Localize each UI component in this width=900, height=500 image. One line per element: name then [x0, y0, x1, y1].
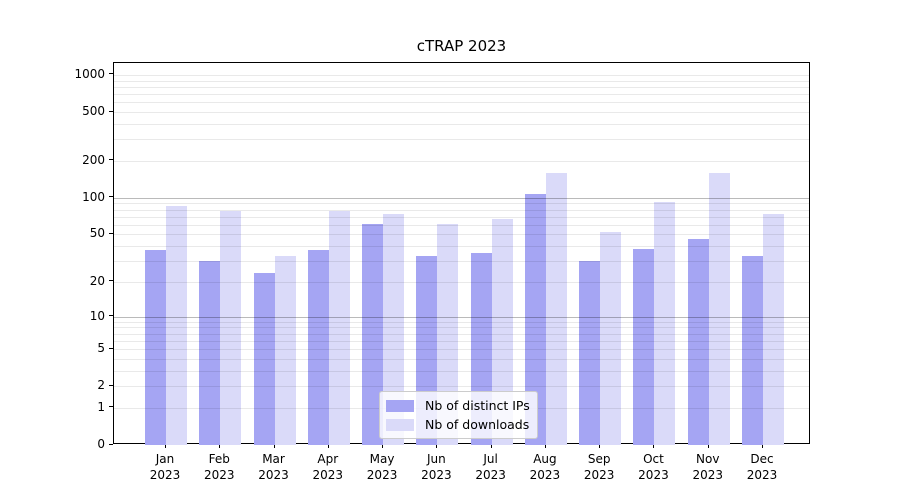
x-tick-label-jan: Jan 2023	[149, 452, 181, 482]
bar-distinct-ips-may	[362, 223, 384, 445]
bar-distinct-ips-sep	[579, 261, 601, 445]
gridline-500	[114, 112, 809, 114]
gridline-700	[114, 94, 809, 96]
y-tick-label-50: 50	[89, 226, 105, 241]
bar-distinct-ips-oct	[633, 248, 655, 445]
legend-swatch-distinct-ips	[386, 399, 414, 412]
bar-downloads-jun	[437, 223, 459, 445]
y-tick-mark-1	[109, 406, 113, 408]
y-tick-label-1000: 1000	[74, 66, 105, 81]
plot-area	[113, 62, 810, 445]
y-tick-mark-20	[109, 280, 113, 282]
chart-title: cTRAP 2023	[416, 37, 507, 55]
x-tick-mark-jun	[436, 444, 438, 448]
x-tick-label-nov: Nov 2023	[692, 452, 723, 482]
gridline-100	[114, 197, 809, 199]
gridline-50	[114, 234, 809, 236]
gridline-60	[114, 224, 809, 226]
bar-distinct-ips-nov	[687, 238, 709, 445]
y-tick-mark-500	[109, 110, 113, 112]
bar-distinct-ips-jan	[145, 250, 166, 445]
bar-distinct-ips-dec	[742, 256, 763, 445]
bar-downloads-sep	[600, 232, 622, 445]
x-tick-mark-dec	[762, 444, 763, 448]
y-tick-mark-0	[109, 443, 113, 445]
bar-distinct-ips-aug	[524, 194, 546, 445]
y-tick-label-200: 200	[82, 152, 105, 167]
x-tick-label-may: May 2023	[366, 452, 398, 482]
bar-downloads-mar	[274, 256, 296, 445]
y-tick-mark-1000	[109, 73, 113, 75]
x-tick-mark-feb	[219, 444, 221, 448]
bar-downloads-jan	[166, 206, 187, 445]
x-tick-label-sep: Sep 2023	[583, 452, 615, 482]
x-tick-label-apr: Apr 2023	[312, 452, 344, 482]
x-tick-label-mar: Mar 2023	[258, 452, 289, 482]
gridline-90	[114, 203, 809, 205]
legend-item-downloads: Nb of downloads	[386, 417, 530, 432]
bar-downloads-feb	[220, 210, 242, 445]
y-tick-mark-50	[109, 232, 113, 234]
x-tick-label-oct: Oct 2023	[638, 452, 669, 482]
y-tick-label-1: 1	[97, 399, 105, 414]
x-tick-label-feb: Feb 2023	[203, 452, 235, 482]
x-tick-mark-oct	[653, 444, 655, 448]
bar-downloads-may	[383, 214, 405, 445]
x-tick-mark-nov	[707, 444, 709, 448]
y-tick-label-20: 20	[89, 273, 105, 288]
y-tick-mark-2	[109, 384, 113, 386]
y-tick-label-2: 2	[97, 378, 105, 393]
gridline-400	[114, 123, 809, 125]
y-tick-label-5: 5	[97, 341, 105, 356]
x-tick-mark-aug	[544, 444, 546, 448]
y-tick-mark-10	[109, 315, 113, 317]
x-tick-label-dec: Dec 2023	[746, 452, 778, 482]
bar-downloads-jul	[491, 218, 513, 445]
bar-downloads-apr	[328, 210, 350, 445]
y-tick-mark-100	[109, 196, 113, 198]
bar-distinct-ips-mar	[253, 272, 275, 445]
y-tick-mark-200	[109, 159, 113, 161]
y-tick-label-100: 100	[82, 189, 105, 204]
x-tick-mark-apr	[327, 444, 329, 448]
gridline-600	[114, 102, 809, 104]
x-tick-label-jul: Jul 2023	[475, 452, 506, 482]
x-tick-mark-may	[382, 444, 384, 448]
gridline-1000	[114, 74, 809, 76]
bar-downloads-nov	[708, 172, 730, 445]
bar-downloads-dec	[763, 214, 784, 445]
legend-item-distinct-ips: Nb of distinct IPs	[386, 398, 530, 413]
bar-distinct-ips-apr	[307, 250, 329, 445]
gridline-70	[114, 216, 809, 218]
bar-downloads-oct	[654, 201, 676, 445]
bar-downloads-aug	[545, 173, 567, 445]
legend-label-distinct-ips: Nb of distinct IPs	[425, 398, 530, 413]
legend-swatch-downloads	[386, 418, 414, 431]
y-tick-label-0: 0	[97, 437, 105, 451]
gridline-200	[114, 160, 809, 162]
gridline-80	[114, 209, 809, 211]
x-tick-mark-jul	[490, 444, 492, 448]
legend-label-downloads: Nb of downloads	[425, 417, 530, 432]
x-tick-label-aug: Aug 2023	[529, 452, 561, 482]
gridline-900	[114, 80, 809, 82]
x-tick-mark-mar	[273, 444, 275, 448]
legend: Nb of distinct IPs Nb of downloads	[379, 391, 538, 439]
x-tick-mark-sep	[599, 444, 601, 448]
x-tick-label-jun: Jun 2023	[421, 452, 452, 482]
x-tick-mark-jan	[165, 444, 166, 448]
y-tick-label-500: 500	[82, 104, 105, 119]
gridline-800	[114, 86, 809, 88]
bar-distinct-ips-feb	[199, 261, 221, 445]
y-tick-mark-5	[109, 347, 113, 349]
y-tick-label-10: 10	[89, 308, 105, 323]
gridline-300	[114, 139, 809, 141]
